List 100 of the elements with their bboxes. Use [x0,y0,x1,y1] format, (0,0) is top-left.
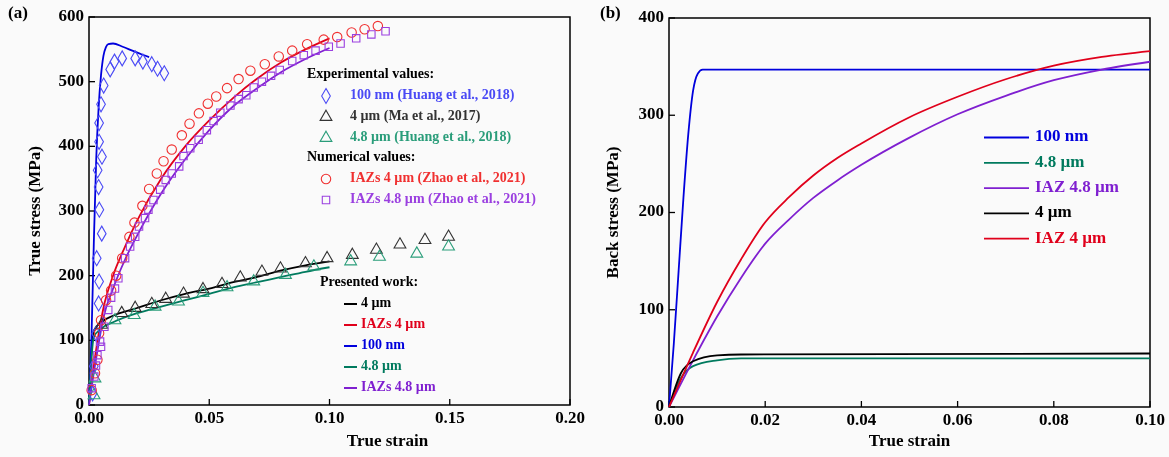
x-tick-label: 0.06 [942,410,973,429]
point [108,312,122,325]
point [221,82,233,94]
point [194,135,203,145]
point [255,264,269,276]
point [103,305,113,315]
point [210,91,222,102]
point [233,270,247,282]
point [161,175,170,185]
point [372,20,384,32]
point [184,118,195,129]
chart-title: (a) [8,2,28,22]
point [275,65,284,75]
point [393,237,407,249]
point [359,24,370,35]
annotation: Numerical values: [307,149,416,165]
point [369,242,383,254]
point [155,185,165,194]
annotation: Presented work: [320,274,419,290]
point [106,293,116,302]
point [324,42,334,51]
y-tick-label: 300 [638,104,664,124]
point [233,73,244,85]
point [259,58,271,70]
annotation: Experimental values: [307,66,435,82]
x-tick-label: 0.10 [1135,410,1165,429]
point [442,229,455,241]
point [128,300,142,312]
point [100,294,112,306]
legend-label: IAZ 4.8 µm [1035,177,1119,197]
legend-label: 4.8 µm [361,358,403,374]
x-tick-label: 0.08 [1038,410,1069,429]
legend-label: IAZ 4 µm [1035,227,1107,247]
point [209,116,218,126]
point [167,169,176,178]
point [196,285,210,298]
point [140,213,150,223]
point [193,108,205,119]
point [410,246,424,258]
point [287,56,297,66]
point [143,183,155,195]
point [299,50,309,60]
y-tick-label: 500 [58,70,84,90]
point [345,247,359,259]
x-tick-label: 0.04 [846,410,877,429]
point [274,261,287,273]
point [127,307,141,320]
y-tick-label: 100 [638,298,664,318]
point [120,253,130,263]
point [89,368,101,379]
point [442,239,455,251]
legend-label: 4 µm [361,295,392,311]
legend-label: IAZs 4.8 µm [361,379,436,395]
point [176,130,188,141]
y-axis-title: True stress (MPa) [25,146,44,276]
point [202,125,212,135]
legend-label: 4 µm (Ma et al., 2017) [350,108,481,125]
y-tick-label: 200 [58,264,84,284]
point [159,291,173,303]
y-tick-label: 100 [58,329,84,349]
point [179,151,188,161]
legend-label: IAZs 4.8 µm (Zhao et al., 2021) [350,191,537,208]
point [95,337,105,346]
point [149,195,158,205]
y-tick-label: 400 [58,135,84,155]
y-axis-title: Back stress (MPa) [603,146,622,279]
point [307,259,321,271]
legend-label: IAZs 4 µm [361,316,426,332]
legend-label: 4.8 µm (Huang et al., 2018) [350,129,512,146]
point [151,168,163,179]
point [320,250,334,263]
point [279,267,292,279]
point [266,71,276,81]
point [129,217,140,228]
point [124,231,135,243]
point [134,222,144,231]
x-axis-title: True strain [868,431,951,450]
point [234,94,243,104]
point [344,254,358,266]
x-tick-label: 0.10 [314,408,345,427]
point [242,90,251,100]
point [96,342,106,352]
point [105,285,117,296]
y-tick-label: 300 [58,199,84,219]
point [92,354,103,365]
legend-label: 100 nm [361,337,406,353]
point [130,232,140,242]
point [301,38,313,50]
point [216,108,225,117]
point [418,232,432,245]
point [114,274,123,283]
point [202,98,214,109]
point [331,31,343,43]
point [172,294,185,306]
x-tick-label: 0.05 [194,408,225,427]
point [273,51,285,62]
y-tick-label: 200 [638,201,664,221]
point [158,155,169,167]
point [257,77,267,86]
point [373,249,386,261]
